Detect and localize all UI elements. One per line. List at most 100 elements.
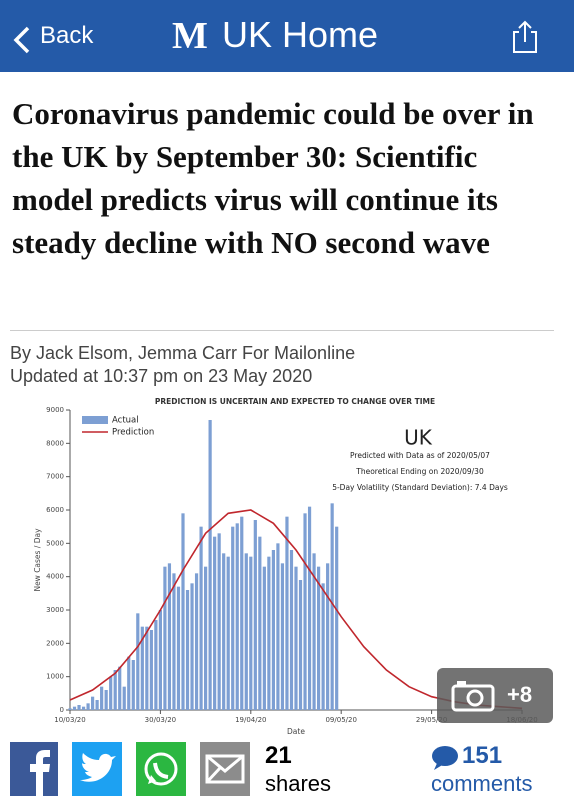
y-tick-label: 2000 <box>46 639 64 647</box>
byline: By Jack Elsom, Jemma Carr For Mailonline <box>10 343 356 363</box>
y-tick-label: 4000 <box>46 573 64 581</box>
facebook-button[interactable] <box>10 742 58 796</box>
bar <box>307 506 312 710</box>
bar <box>267 556 271 710</box>
section-title[interactable]: UK Home <box>222 14 379 55</box>
bar <box>213 536 217 710</box>
bar <box>118 666 122 710</box>
y-tick-label: 5000 <box>46 539 64 547</box>
bar <box>91 696 95 710</box>
logo: M <box>172 15 208 57</box>
bar <box>167 563 172 710</box>
bar <box>326 563 330 710</box>
bar <box>289 550 294 710</box>
share-icons <box>10 742 250 796</box>
bar <box>303 513 307 710</box>
x-tick-label: 29/05/20 <box>416 716 447 724</box>
comment-icon[interactable] <box>430 744 460 772</box>
country-label: UK <box>404 426 433 450</box>
bar <box>95 700 99 710</box>
bar <box>317 566 321 710</box>
camera-icon <box>451 681 495 712</box>
legend-swatch <box>82 416 108 424</box>
chart: PREDICTION IS UNCERTAIN AND EXPECTED TO … <box>33 397 538 735</box>
bar <box>86 703 90 710</box>
chart-title: PREDICTION IS UNCERTAIN AND EXPECTED TO … <box>155 397 435 406</box>
bar <box>154 620 158 710</box>
annotation: Predicted with Data as of 2020/05/07 <box>350 451 490 460</box>
bar <box>131 660 135 710</box>
headline: Coronavirus pandemic could be over in th… <box>12 96 534 260</box>
y-tick-label: 9000 <box>46 406 64 414</box>
legend-label: Prediction <box>112 428 154 438</box>
bar <box>312 553 316 710</box>
y-tick-label: 1000 <box>46 673 64 681</box>
bar <box>280 563 285 710</box>
share-bar: 21 shares 151 comments <box>0 738 574 806</box>
bar <box>240 516 244 710</box>
legend-label: Actual <box>112 416 139 426</box>
bar <box>68 708 72 710</box>
bar <box>249 556 253 710</box>
shares-count: 21 <box>265 742 292 769</box>
y-tick-label: 6000 <box>46 506 64 514</box>
bar <box>100 686 104 710</box>
bar <box>253 520 257 710</box>
bar <box>140 626 144 710</box>
updated-time: Updated at 10:37 pm on 23 May 2020 <box>10 366 313 386</box>
x-axis-label: Date <box>287 727 305 735</box>
bar <box>190 583 194 710</box>
twitter-button[interactable] <box>72 742 122 796</box>
bar <box>104 690 108 710</box>
bar <box>262 566 266 710</box>
y-tick-label: 0 <box>60 706 64 714</box>
bar <box>136 613 140 710</box>
bar <box>335 526 339 710</box>
x-tick-label: 09/05/20 <box>325 716 356 724</box>
bar <box>122 686 126 710</box>
bar <box>158 610 162 710</box>
share-icon[interactable] <box>510 20 540 54</box>
whatsapp-button[interactable] <box>136 742 186 796</box>
shares-label: shares <box>265 771 332 796</box>
bar <box>285 516 289 710</box>
bar <box>321 583 325 710</box>
bar <box>231 526 235 710</box>
email-button[interactable] <box>200 742 250 796</box>
comments-label[interactable]: comments <box>431 771 533 796</box>
bar <box>298 580 303 710</box>
bar <box>330 503 334 710</box>
y-axis-label: New Cases / Day <box>33 528 42 592</box>
bar <box>109 676 113 710</box>
gallery-badge[interactable]: +8 <box>437 668 553 723</box>
comments-count[interactable]: 151 <box>462 742 503 769</box>
bar <box>226 556 230 710</box>
bar <box>222 553 226 710</box>
y-tick-label: 7000 <box>46 473 64 481</box>
bar <box>176 586 181 710</box>
y-tick-label: 3000 <box>46 606 64 614</box>
bar <box>204 566 208 710</box>
bar <box>81 706 86 710</box>
bar <box>181 513 185 710</box>
bar <box>149 630 153 710</box>
back-button[interactable]: Back <box>40 22 94 49</box>
bar <box>217 533 221 710</box>
divider <box>10 330 554 331</box>
bar <box>276 543 280 710</box>
bar <box>185 590 190 710</box>
x-tick-label: 10/03/20 <box>54 716 85 724</box>
x-tick-label: 30/03/20 <box>145 716 176 724</box>
bar <box>271 550 275 710</box>
back-icon[interactable] <box>10 26 34 54</box>
bar <box>163 566 167 710</box>
bar <box>244 553 248 710</box>
bar <box>145 626 149 710</box>
annotation: 5-Day Volatility (Standard Deviation): 7… <box>332 483 508 492</box>
annotation: Theoretical Ending on 2020/09/30 <box>355 467 484 476</box>
bar <box>72 706 77 710</box>
bar <box>235 523 239 710</box>
bar <box>194 573 199 710</box>
